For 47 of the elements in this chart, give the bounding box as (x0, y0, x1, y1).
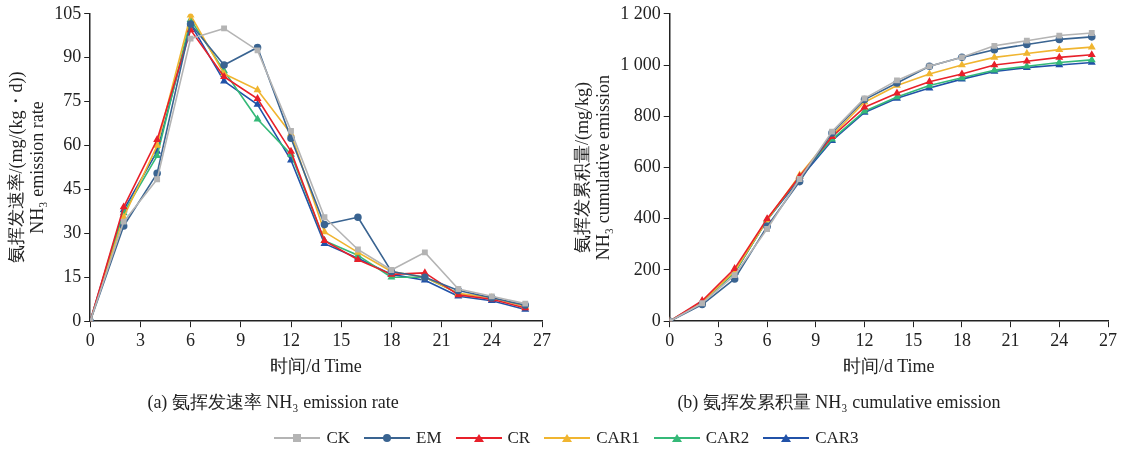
x-tick-label: 18 (952, 329, 971, 350)
x-tick-label: 6 (186, 329, 196, 350)
x-tick-label: 15 (904, 329, 923, 350)
legend-label: CAR3 (815, 428, 859, 448)
y-tick-label: 75 (63, 90, 82, 111)
x-tick-label: 21 (432, 329, 451, 350)
y-tick-label: 0 (651, 309, 661, 330)
y-tick-label: 45 (63, 178, 82, 199)
x-axis-title: 时间/d Time (843, 356, 935, 377)
y-tick-label: 30 (63, 222, 82, 243)
x-tick-label: 18 (382, 329, 401, 350)
x-tick-label: 3 (713, 329, 723, 350)
legend-label: CK (326, 428, 351, 448)
y-tick-label: 400 (633, 207, 661, 228)
x-tick-label: 24 (1050, 329, 1069, 350)
x-tick-label: 15 (332, 329, 351, 350)
y-tick-label: 60 (63, 134, 82, 155)
y-tick-label: 800 (633, 105, 661, 125)
text: (a) 氨挥发速率 NH₃ emission rate (147, 391, 399, 413)
text: (b) 氨挥发累积量 NH₃ cumulative emission (677, 391, 1001, 413)
y-tick-label: 1 000 (620, 53, 661, 74)
y-tick-label: 15 (63, 266, 82, 287)
x-tick-label: 27 (533, 329, 551, 350)
x-tick-label: 27 (1099, 329, 1117, 350)
x-tick-label: 6 (762, 329, 772, 350)
x-tick-label: 0 (85, 329, 95, 350)
x-tick-label: 0 (665, 329, 675, 350)
legend-label: CAR2 (705, 428, 750, 448)
y-axis-title: 氨挥发速率/(mg/(kg・d)) NH₃ emission rate (5, 71, 48, 264)
y-tick-label: 105 (54, 2, 82, 23)
y-tick-label: 600 (633, 156, 661, 177)
x-tick-label: 3 (135, 329, 145, 350)
y-tick-label: 0 (72, 309, 82, 330)
y-axis-title: 氨挥发累积量/(mg/kg) NH₃ cumulative emission (571, 74, 614, 261)
legend-label: CAR1 (596, 428, 640, 448)
x-tick-label: 21 (1001, 329, 1020, 350)
y-tick-label: 200 (633, 258, 661, 279)
y-tick-label: 90 (63, 46, 82, 67)
legend-label: EM (416, 428, 442, 448)
x-tick-label: 12 (855, 329, 874, 350)
y-tick-label: 1 200 (620, 2, 661, 23)
x-tick-label: 24 (482, 329, 501, 350)
x-tick-label: 9 (811, 329, 821, 350)
legend-label: CR (507, 428, 531, 448)
x-tick-label: 12 (282, 329, 300, 350)
x-tick-label: 9 (236, 329, 246, 350)
x-axis-title: 时间/d Time (270, 356, 362, 377)
